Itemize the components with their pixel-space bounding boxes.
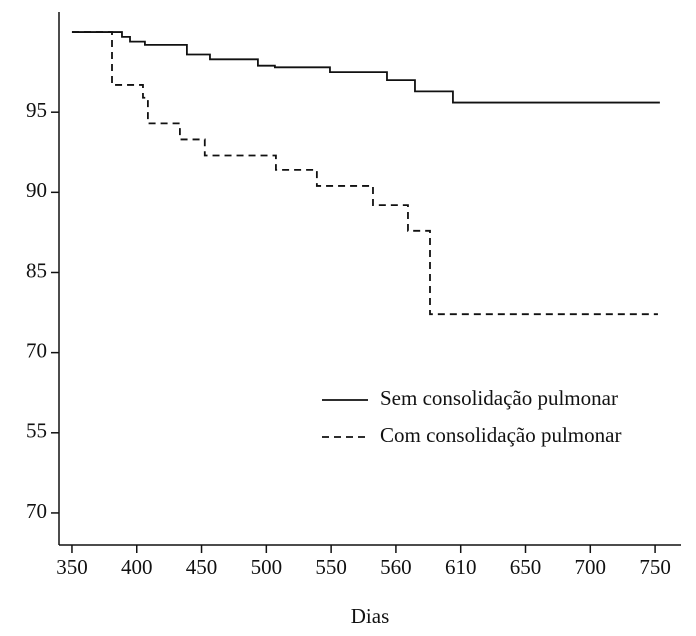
km-curve [71, 31, 658, 316]
legend-label: Sem consolidação pulmonar [380, 386, 618, 410]
y-tick-label: 70 [26, 338, 47, 362]
km-curve [71, 31, 660, 104]
x-tick-label: 450 [186, 555, 218, 579]
y-tick-label: 70 [26, 499, 47, 523]
x-tick-label: 750 [639, 555, 671, 579]
x-axis-label: Dias [351, 604, 390, 628]
x-tick-label: 500 [251, 555, 283, 579]
y-tick-label: 95 [26, 98, 47, 122]
x-tick-label: 560 [380, 555, 412, 579]
x-tick-label: 650 [510, 555, 542, 579]
legend-label: Com consolidação pulmonar [380, 423, 621, 447]
y-tick-label: 90 [26, 178, 47, 202]
x-tick-label: 550 [315, 555, 347, 579]
y-tick-label: 55 [26, 419, 47, 443]
x-tick-label: 400 [121, 555, 153, 579]
x-tick-label: 700 [575, 555, 607, 579]
x-tick-label: 610 [445, 555, 477, 579]
x-tick-label: 350 [56, 555, 88, 579]
y-tick-label: 85 [26, 258, 47, 282]
